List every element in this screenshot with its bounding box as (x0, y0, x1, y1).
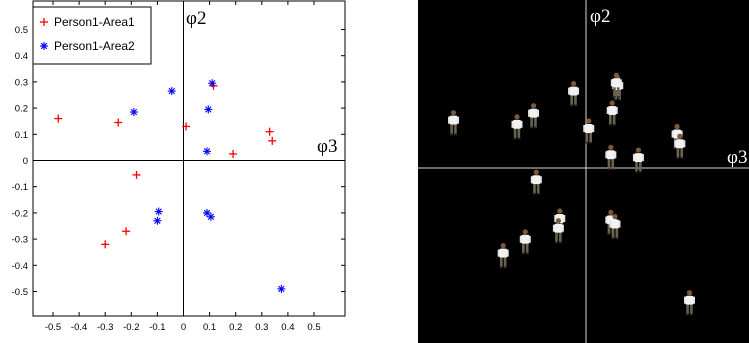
person-figure-icon (583, 118, 595, 144)
right-scatter-plot: φ2 φ3 (418, 0, 749, 343)
legend-box (32, 6, 152, 65)
data-point-area2 (154, 207, 163, 216)
data-point-area1 (54, 114, 63, 123)
y-tick-label: -0.3 (12, 235, 28, 246)
x-tick-label: -0.4 (71, 322, 87, 333)
y-tick-label: 0.2 (15, 104, 28, 115)
data-point-area1 (268, 136, 277, 145)
x-tick-label: -0.3 (97, 322, 113, 333)
person-figure-icon (519, 229, 531, 255)
legend-plus-marker (40, 18, 48, 26)
legend-label-person1-area1: Person1-Area1 (54, 15, 135, 29)
person-figure-icon (632, 147, 644, 173)
y-tick-label: -0.1 (12, 182, 28, 193)
data-point-area2 (129, 108, 138, 117)
data-point-area2 (206, 212, 215, 221)
x-tick-label: 0.2 (229, 322, 242, 333)
x-tick-label: -0.1 (149, 322, 165, 333)
y-tick-label: 0.4 (15, 51, 28, 62)
left-ticks: -0.5 -0.4 -0.3 -0.2 -0.1 0 0.1 0.2 0.3 0.4 0.5 0.5 0… (12, 1, 345, 333)
person-figure-icon (448, 110, 460, 136)
y-tick-label: 0.5 (15, 25, 28, 36)
left-phi3-label: φ3 (317, 136, 337, 157)
y-tick-label: -0.4 (12, 261, 28, 272)
data-point-area2 (167, 87, 176, 96)
right-phi3-label: φ3 (727, 147, 747, 168)
data-point-area1 (229, 149, 238, 158)
person-figure-icon (497, 243, 509, 269)
legend: Person1-Area1 Person1-Area2 (32, 6, 152, 65)
x-tick-label: 0 (181, 322, 186, 333)
person-figure-icon (528, 103, 540, 129)
person-figure-icon (552, 218, 564, 244)
data-point-area2 (204, 105, 213, 114)
legend-label-person1-area2: Person1-Area2 (54, 39, 135, 53)
right-figures (448, 72, 695, 316)
left-points (54, 79, 286, 293)
data-point-area2 (277, 284, 286, 293)
right-phi2-label: φ2 (590, 6, 610, 27)
person-figure-icon (530, 169, 542, 195)
person-figure-icon (674, 133, 686, 159)
person-figure-icon (684, 290, 695, 316)
right-plot-background (418, 0, 749, 343)
person-figure-icon (511, 114, 523, 140)
data-point-area2 (153, 216, 162, 225)
data-point-area1 (101, 240, 110, 249)
y-tick-label: 0 (23, 156, 28, 167)
x-tick-label: 0.1 (203, 322, 216, 333)
legend-marker-person1-area1 (40, 18, 48, 26)
legend-marker-person1-area2 (40, 42, 48, 50)
left-axes (33, 1, 345, 316)
person-figure-icon (568, 80, 580, 107)
left-scatter-plot: -0.5 -0.4 -0.3 -0.2 -0.1 0 0.1 0.2 0.3 0.4 0.5 0.5 0… (12, 0, 346, 333)
person-figure-icon (610, 72, 622, 98)
x-tick-label: 0.3 (255, 322, 268, 333)
data-point-area1 (265, 127, 274, 136)
data-point-area1 (132, 170, 141, 179)
person-figure-icon (605, 144, 617, 170)
x-tick-label: -0.5 (45, 322, 61, 333)
y-tick-label: -0.2 (12, 208, 28, 219)
data-point-area1 (182, 122, 191, 131)
y-tick-label: 0.1 (15, 130, 28, 141)
y-tick-label: -0.5 (12, 287, 28, 298)
data-point-area1 (114, 118, 123, 127)
person-figure-icon (609, 213, 621, 240)
x-tick-label: 0.4 (281, 322, 294, 333)
x-tick-label: -0.2 (123, 322, 139, 333)
data-point-area1 (122, 227, 131, 236)
legend-star-marker (40, 42, 48, 50)
left-phi2-label: φ2 (186, 8, 206, 29)
data-point-area2 (202, 147, 211, 156)
data-point-area2 (208, 79, 217, 88)
person-figure-icon (606, 100, 618, 126)
y-tick-label: 0.3 (15, 77, 28, 88)
x-tick-label: 0.5 (307, 322, 320, 333)
